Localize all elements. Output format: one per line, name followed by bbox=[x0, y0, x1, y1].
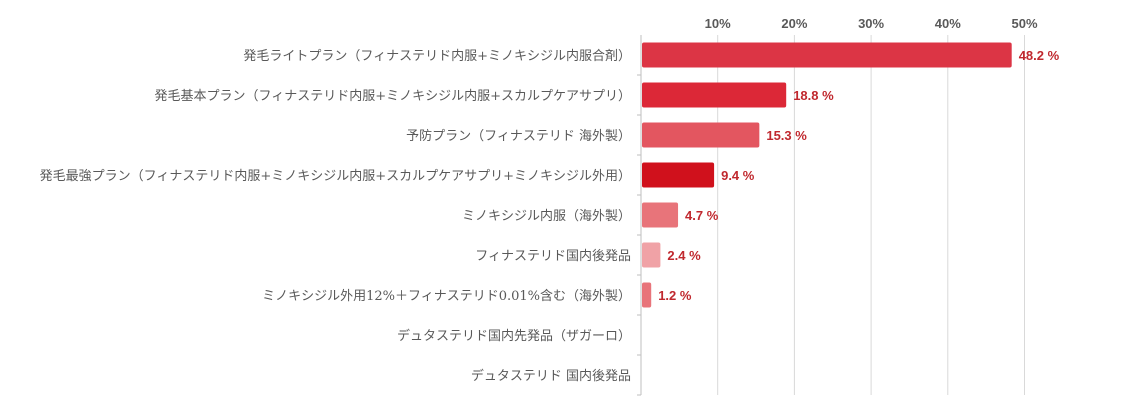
tick-label: 50% bbox=[1011, 16, 1037, 31]
data-label: 2.4 % bbox=[667, 248, 701, 263]
category-label: フィナステリド国内後発品 bbox=[475, 248, 631, 264]
bar bbox=[642, 42, 1012, 68]
category-label: デュタステリド国内先発品（ザガーロ） bbox=[397, 328, 631, 344]
data-label: 9.4 % bbox=[721, 168, 755, 183]
data-label: 4.7 % bbox=[685, 208, 719, 223]
category-label: 発毛基本プラン（フィナステリド内服+ミノキシジル内服+スカルプケアサプリ） bbox=[154, 88, 631, 104]
category-label: デュタステリド 国内後発品 bbox=[471, 368, 631, 384]
category-label: 予防プラン（フィナステリド 海外製） bbox=[406, 128, 631, 144]
data-label: 18.8 % bbox=[793, 88, 834, 103]
tick-label: 30% bbox=[858, 16, 884, 31]
category-label: ミノキシジル内服（海外製） bbox=[462, 208, 631, 224]
bar bbox=[642, 282, 652, 308]
category-label: 発毛最強プラン（フィナステリド内服+ミノキシジル内服+スカルプケアサプリ+ミノキ… bbox=[40, 168, 631, 184]
category-label: 発毛ライトプラン（フィナステリド内服+ミノキシジル内服合剤） bbox=[243, 48, 631, 64]
data-label: 1.2 % bbox=[658, 288, 692, 303]
tick-label: 20% bbox=[781, 16, 807, 31]
bar bbox=[642, 202, 679, 228]
data-label: 15.3 % bbox=[766, 128, 807, 143]
tick-label: 40% bbox=[935, 16, 961, 31]
bar bbox=[642, 242, 661, 268]
bar bbox=[642, 82, 787, 108]
bar bbox=[642, 162, 715, 188]
bar bbox=[642, 122, 760, 148]
category-label: ミノキシジル外用12%＋フィナステリド0.01%含む（海外製） bbox=[262, 288, 631, 304]
tick-label: 10% bbox=[705, 16, 731, 31]
data-label: 48.2 % bbox=[1019, 48, 1060, 63]
